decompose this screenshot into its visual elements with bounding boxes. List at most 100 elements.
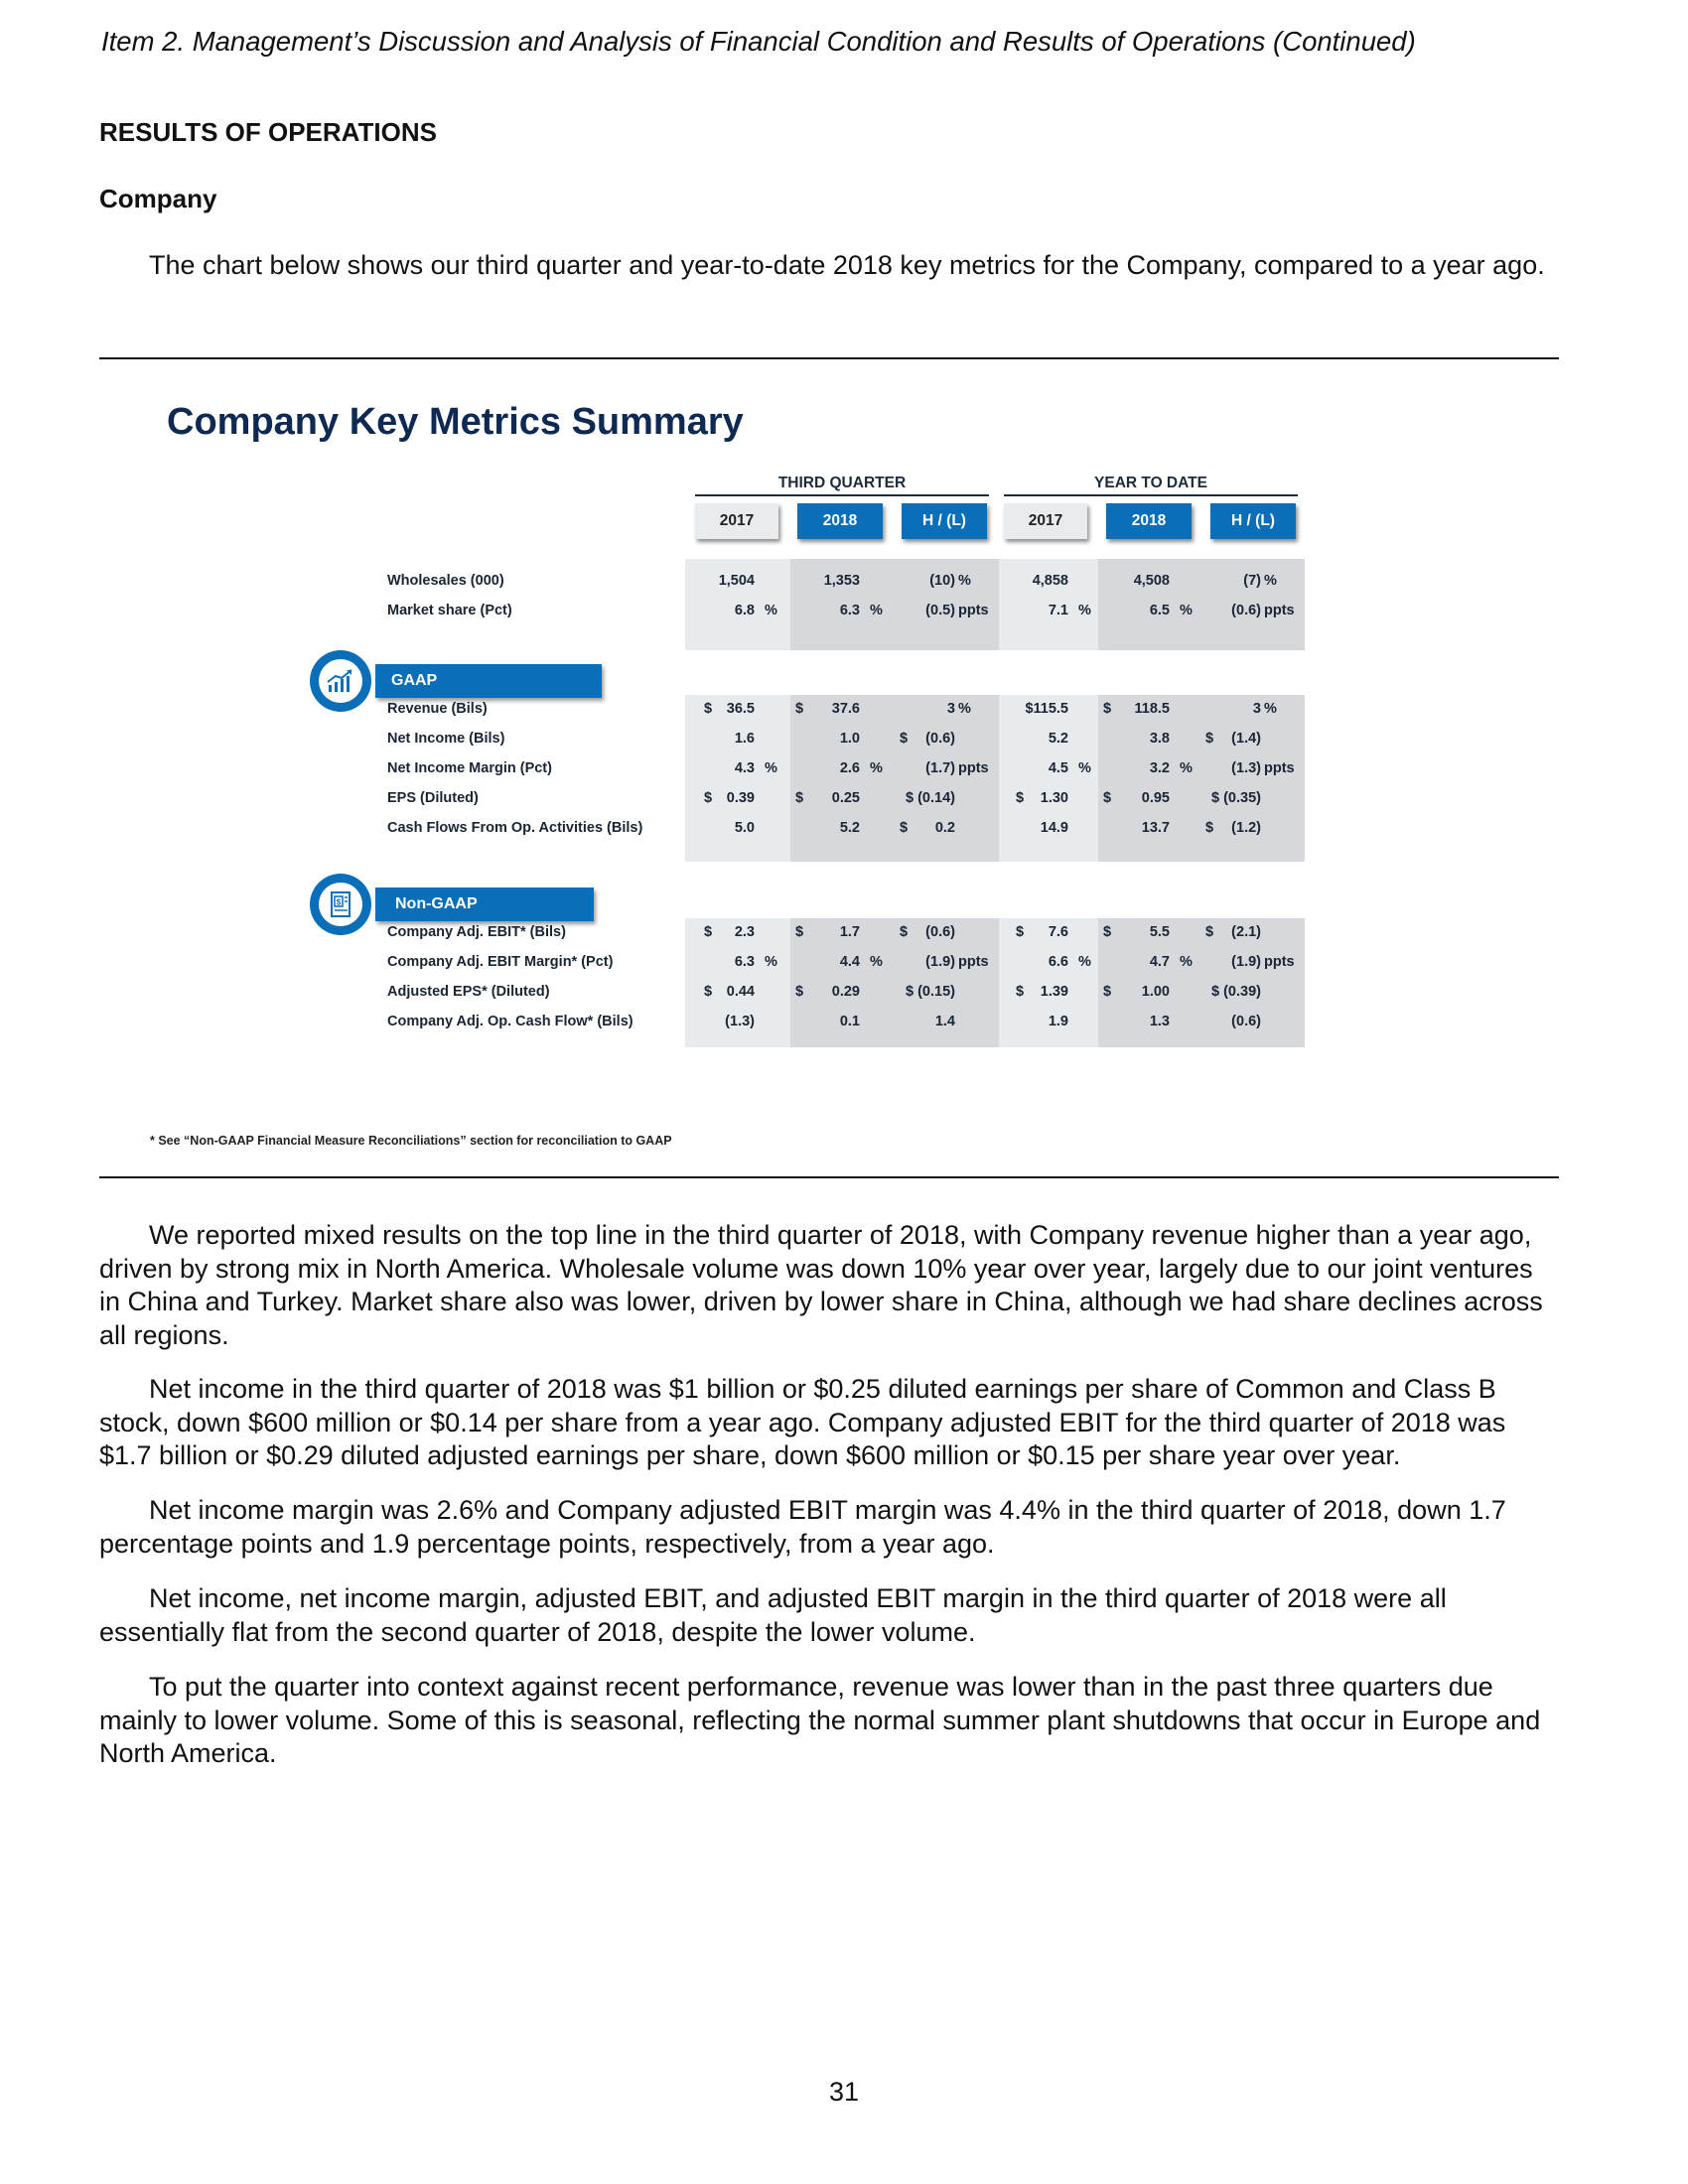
metric-value: 2.6	[839, 760, 860, 776]
metric-value: 13.7	[1141, 820, 1170, 836]
unit-label: %	[1078, 954, 1091, 970]
metric-value: 1.39	[1040, 984, 1068, 1000]
band	[790, 695, 999, 862]
metric-value: (0.6)	[925, 924, 955, 940]
metric-value: 4.3	[734, 760, 755, 776]
metric-value: 37.6	[831, 701, 860, 717]
metric-value: 6.6	[1048, 954, 1068, 970]
unit-label: %	[870, 954, 883, 970]
divider-top	[99, 357, 1559, 359]
group-third-quarter-rule	[695, 494, 989, 496]
metric-label: Wholesales (000)	[387, 573, 504, 589]
panel-title: Company Key Metrics Summary	[167, 401, 744, 443]
unit-label: %	[1180, 954, 1193, 970]
intro-paragraph: The chart below shows our third quarter …	[149, 250, 1545, 280]
currency-symbol: $	[704, 924, 713, 940]
group-year-to-date: YEAR TO DATE	[1094, 475, 1207, 491]
metric-value: (0.6)	[1231, 603, 1261, 618]
band	[790, 559, 999, 650]
metric-value: 0.44	[726, 984, 755, 1000]
currency-symbol: $	[704, 701, 713, 717]
metric-value: 0.2	[934, 820, 955, 836]
currency-symbol: $	[1103, 924, 1112, 940]
metric-value: $115.5	[1025, 701, 1068, 717]
unit-label: %	[870, 760, 883, 776]
unit-label: ppts	[958, 760, 989, 776]
metric-value: 1.00	[1141, 984, 1170, 1000]
metric-value: 1.30	[1040, 790, 1068, 806]
unit-label: ppts	[958, 603, 989, 618]
currency-symbol: $	[1103, 701, 1112, 717]
unit-label: %	[870, 603, 883, 618]
metric-value: 4,858	[1032, 573, 1068, 589]
metric-value: 3.8	[1149, 731, 1170, 747]
group-third-quarter: THIRD QUARTER	[777, 475, 907, 491]
metric-value: 3	[946, 701, 955, 717]
currency-symbol: $	[1103, 984, 1112, 1000]
metric-value: $ (0.39)	[1211, 984, 1261, 1000]
metric-value: (1.7)	[925, 760, 955, 776]
col-header-ytd-2017: 2017	[1004, 503, 1087, 539]
metric-value: 0.39	[726, 790, 755, 806]
metric-label: Adjusted EPS* (Diluted)	[387, 984, 550, 1000]
metric-value: 4.4	[839, 954, 860, 970]
currency-symbol: $	[795, 984, 804, 1000]
metric-value: 5.2	[1048, 731, 1068, 747]
metric-value: (1.3)	[725, 1014, 755, 1029]
metric-label: Company Adj. Op. Cash Flow* (Bils)	[387, 1014, 633, 1029]
metric-value: 3.2	[1149, 760, 1170, 776]
metric-value: (10)	[929, 573, 955, 589]
unit-label: %	[1078, 603, 1091, 618]
section-title: RESULTS OF OPERATIONS	[99, 117, 437, 147]
currency-symbol: $	[1205, 820, 1214, 836]
unit-label: ppts	[1264, 760, 1295, 776]
metric-value: (0.6)	[1231, 1014, 1261, 1029]
metric-value: (1.9)	[925, 954, 955, 970]
band	[790, 918, 999, 1047]
currency-symbol: $	[1016, 984, 1025, 1000]
unit-label: %	[765, 760, 777, 776]
key-metrics-panel: Company Key Metrics Summary THIRD QUARTE…	[150, 401, 1305, 1148]
band	[685, 559, 790, 650]
currency-symbol: $	[1016, 790, 1025, 806]
metric-value: 7.1	[1048, 603, 1068, 618]
metric-label: Net Income (Bils)	[387, 731, 505, 747]
metric-value: 4.7	[1149, 954, 1170, 970]
band	[999, 559, 1098, 650]
currency-symbol: $	[795, 790, 804, 806]
unit-label: ppts	[1264, 954, 1295, 970]
metric-value: (2.1)	[1231, 924, 1261, 940]
metric-value: 118.5	[1134, 701, 1171, 717]
metric-value: (1.9)	[1231, 954, 1261, 970]
metric-value: 1.6	[734, 731, 755, 747]
metric-value: $ (0.14)	[906, 790, 955, 806]
unit-label: %	[765, 603, 777, 618]
band	[685, 918, 790, 1047]
metric-value: 1.4	[934, 1014, 955, 1029]
currency-symbol: $	[1103, 790, 1112, 806]
unit-label: %	[958, 701, 971, 717]
currency-symbol: $	[1016, 924, 1025, 940]
unit-label: ppts	[958, 954, 989, 970]
paragraph: To put the quarter into context against …	[99, 1672, 1541, 1768]
metric-value: 6.3	[839, 603, 860, 618]
divider-bottom	[99, 1176, 1559, 1178]
currency-symbol: $	[900, 924, 909, 940]
metric-value: 6.5	[1149, 603, 1170, 618]
band	[999, 918, 1098, 1047]
unit-label: ppts	[1264, 603, 1295, 618]
band	[1098, 559, 1305, 650]
metric-value: 5.2	[839, 820, 860, 836]
subsection-title: Company	[99, 184, 217, 213]
metric-value: 0.25	[831, 790, 860, 806]
col-header-ytd-hl: H / (L)	[1210, 503, 1296, 539]
metric-value: 1.7	[839, 924, 860, 940]
metric-value: (1.4)	[1231, 731, 1261, 747]
metric-value: 1.0	[839, 731, 860, 747]
svg-text:$: $	[337, 898, 342, 907]
col-header-q-hl: H / (L)	[902, 503, 987, 539]
unit-label: %	[1180, 603, 1193, 618]
metric-label: Revenue (Bils)	[387, 701, 488, 717]
metric-label: EPS (Diluted)	[387, 790, 479, 806]
currency-symbol: $	[900, 820, 909, 836]
